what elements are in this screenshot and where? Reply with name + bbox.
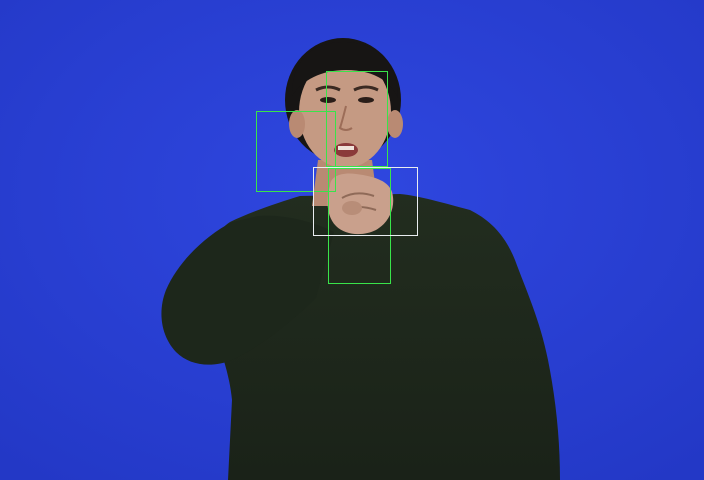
nose [338,105,353,131]
teeth [338,146,354,150]
thumb [342,201,362,215]
left-eye [320,97,336,103]
right-brow [353,85,379,92]
hair-fringe [292,42,398,98]
left-brow [315,85,341,92]
raised-arm [161,215,334,365]
left-ear [289,110,305,138]
right-ear [387,110,403,138]
signing-hand [327,173,394,235]
right-eye [358,97,374,103]
